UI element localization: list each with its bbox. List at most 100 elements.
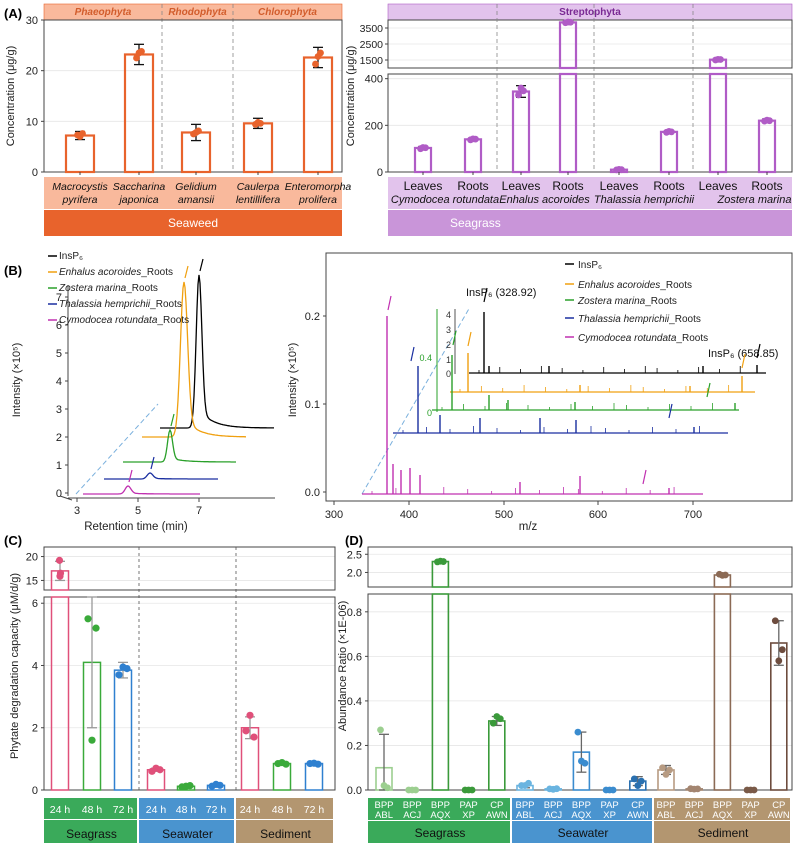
group-label: Seagrass bbox=[450, 216, 501, 230]
peak-arrow bbox=[741, 353, 746, 369]
y-axis-label: Phytate degradation capacity (μM/d/g) bbox=[9, 573, 21, 759]
x-tick-label: 5 bbox=[135, 505, 141, 517]
bar bbox=[123, 53, 155, 174]
bar-upper bbox=[558, 21, 578, 70]
data-point bbox=[574, 728, 582, 736]
category-strip bbox=[368, 798, 510, 820]
y-tick-label: 2500 bbox=[360, 39, 384, 51]
bar bbox=[511, 90, 531, 174]
category-label-top: CP bbox=[772, 800, 785, 811]
data-point bbox=[282, 760, 290, 768]
legend-series-name: Enhalus acoroides bbox=[59, 267, 141, 278]
legend-suffix: _Roots bbox=[668, 314, 701, 325]
category-label: 48 h bbox=[82, 804, 103, 816]
category-label-top: BPP bbox=[403, 800, 422, 811]
peak-arrow bbox=[170, 413, 175, 427]
y-tick-label: 3 bbox=[56, 404, 62, 416]
category-species: lentillifera bbox=[236, 194, 281, 206]
y-tick-label: 0.2 bbox=[347, 740, 362, 752]
data-point bbox=[778, 646, 786, 654]
group-strip bbox=[368, 821, 510, 843]
category-label-bottom: ACJ bbox=[685, 810, 703, 821]
data-point bbox=[138, 48, 145, 55]
data-point bbox=[567, 18, 574, 26]
y-axis-label: Concentration (μg/g) bbox=[345, 46, 357, 147]
data-point bbox=[775, 657, 783, 665]
data-point bbox=[195, 127, 202, 135]
peak-arrow bbox=[410, 346, 415, 362]
legend-label: InsP₆ bbox=[59, 251, 83, 262]
category-label-bottom: AWN bbox=[486, 810, 508, 821]
legend-series-name: Zostera marina bbox=[577, 296, 646, 307]
data-point bbox=[84, 615, 92, 623]
category-label: 72 h bbox=[113, 804, 134, 816]
data-point bbox=[468, 786, 476, 794]
data-point bbox=[384, 784, 391, 792]
data-point bbox=[766, 117, 773, 125]
legend-label: Zostera marina_Roots bbox=[58, 283, 158, 294]
category-label: 24 h bbox=[50, 804, 71, 816]
data-point bbox=[186, 782, 194, 790]
data-point bbox=[515, 91, 522, 99]
category-label-top: BPP bbox=[374, 800, 393, 811]
category-label-top: PAP bbox=[600, 800, 618, 811]
y-tick-label: 0 bbox=[32, 167, 38, 179]
bar bbox=[463, 138, 483, 174]
data-point bbox=[520, 87, 527, 95]
category-label-bottom: XP bbox=[744, 810, 757, 821]
category-label-top: BPP bbox=[656, 800, 675, 811]
category-label-top: CP bbox=[490, 800, 503, 811]
data-point bbox=[489, 719, 497, 727]
bar bbox=[242, 122, 274, 174]
bar bbox=[272, 762, 292, 791]
legend-suffix: _Roots bbox=[125, 283, 158, 294]
legend-series-name: Thalassia hemprichii bbox=[59, 299, 151, 310]
y-tick-label: 4 bbox=[56, 376, 62, 388]
category-label: Leaves bbox=[699, 179, 738, 193]
data-point bbox=[525, 779, 532, 787]
peak-arrow bbox=[706, 382, 711, 398]
category-label: Roots bbox=[751, 179, 782, 193]
peak-arrow bbox=[452, 330, 457, 346]
data-point bbox=[123, 664, 131, 673]
y-tick-label: 0.0 bbox=[305, 487, 320, 499]
y-tick-label: 0 bbox=[377, 167, 383, 179]
data-point bbox=[609, 786, 617, 794]
data-point bbox=[156, 766, 164, 774]
data-point bbox=[666, 766, 673, 774]
inset-tick-label: 2 bbox=[446, 340, 451, 350]
category-label: 24 h bbox=[240, 804, 261, 816]
strip-label: Rhodophyta bbox=[168, 7, 227, 18]
category-label: Leaves bbox=[502, 179, 541, 193]
category-label-bottom: ABL bbox=[657, 810, 675, 821]
y-tick-label: 20 bbox=[26, 66, 38, 78]
legend-label: InsP₆ bbox=[578, 260, 602, 271]
x-axis-label: Retention time (min) bbox=[84, 521, 188, 533]
y-axis-label: Intensity (×10⁵) bbox=[11, 343, 23, 418]
perspective-line bbox=[361, 306, 471, 495]
y-tick-label: 7 bbox=[56, 292, 62, 304]
chromatogram-trace bbox=[83, 485, 200, 495]
peak-arrow bbox=[483, 287, 488, 303]
legend-series-name: Cymodocea rotundata bbox=[578, 333, 677, 344]
group-strip bbox=[654, 821, 790, 843]
legend-suffix: _Roots bbox=[659, 280, 692, 291]
data-point bbox=[250, 733, 258, 741]
data-point bbox=[92, 624, 100, 632]
legend-label: Enhalus acoroides_Roots bbox=[578, 280, 692, 291]
legend-series-name: Thalassia hemprichii bbox=[578, 314, 670, 325]
data-point bbox=[312, 60, 319, 68]
species-label: Enhalus acoroides bbox=[499, 194, 590, 206]
data-point bbox=[79, 130, 86, 137]
strip-label: Streptophyta bbox=[559, 7, 621, 18]
group-label: Seagrass bbox=[415, 826, 466, 840]
data-point bbox=[771, 617, 779, 625]
plot-frame-lower bbox=[43, 596, 336, 791]
category-label-top: PAP bbox=[741, 800, 759, 811]
peak-arrow bbox=[668, 403, 673, 419]
category-strip bbox=[236, 798, 333, 819]
x-tick-label: 400 bbox=[400, 509, 418, 521]
data-point bbox=[637, 777, 645, 785]
category-label: Roots bbox=[552, 179, 583, 193]
group-label: Seawater bbox=[558, 826, 609, 840]
